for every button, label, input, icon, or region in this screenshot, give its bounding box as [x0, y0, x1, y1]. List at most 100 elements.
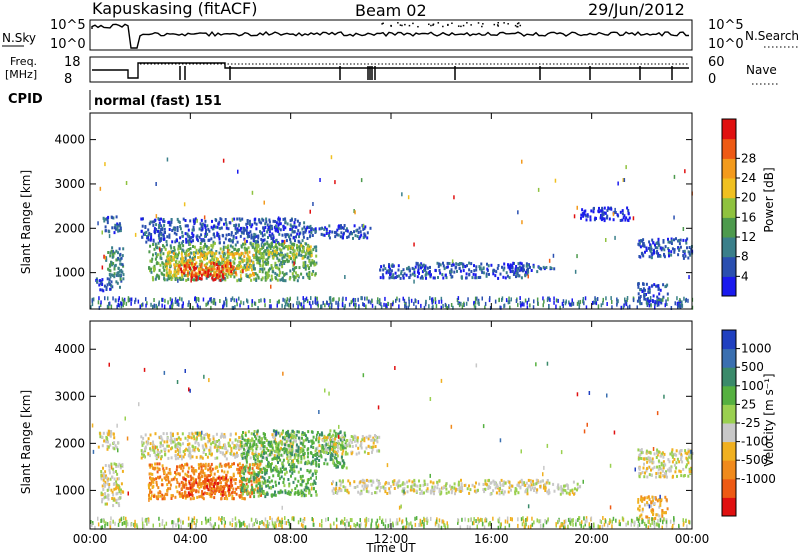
power-cell	[264, 258, 267, 262]
power-cell	[248, 274, 251, 278]
power-cell	[296, 243, 298, 247]
power-cell	[176, 302, 179, 307]
power-cell	[175, 232, 178, 236]
power-cell	[107, 296, 109, 301]
power-cell	[116, 227, 119, 231]
power-cell	[170, 255, 173, 259]
power-cell	[158, 226, 160, 230]
power-cell	[601, 206, 604, 210]
power-cell	[181, 241, 184, 245]
power-cell	[421, 275, 424, 279]
power-cell	[150, 259, 153, 263]
velocity-cell	[265, 471, 268, 475]
velocity-cell	[255, 480, 258, 484]
power-cell	[371, 298, 373, 303]
velocity-cell	[307, 451, 310, 455]
velocity-cell	[161, 493, 163, 497]
power-cell	[203, 239, 206, 243]
power-cell	[622, 305, 624, 310]
power-cell	[300, 272, 303, 276]
power-cell	[257, 261, 260, 264]
velocity-cell	[288, 482, 291, 486]
power-cell	[212, 274, 215, 278]
power-cell	[336, 228, 339, 232]
velocity-cell	[152, 440, 154, 444]
velocity-cell	[155, 454, 158, 457]
velocity-cell	[268, 486, 271, 490]
power-cell	[285, 239, 288, 243]
power-cell	[179, 296, 181, 301]
velocity-cell	[101, 484, 104, 488]
power-cell	[343, 305, 345, 310]
power-cell	[396, 275, 399, 278]
power-cell	[243, 259, 246, 263]
velocity-cell	[196, 495, 199, 499]
velocity-cell	[154, 462, 157, 466]
power-cell	[673, 174, 676, 179]
power-cell	[423, 266, 426, 270]
velocity-cell	[117, 486, 120, 490]
velocity-cell	[300, 489, 303, 493]
velocity-cell	[284, 467, 287, 471]
power-cell	[172, 252, 175, 256]
velocity-cell	[207, 440, 210, 444]
velocity-cell	[289, 451, 292, 455]
power-cell	[411, 272, 414, 276]
velocity-cell	[250, 439, 253, 443]
power-cell	[519, 261, 522, 265]
power-cell	[526, 305, 529, 310]
velocity-cell	[205, 478, 208, 482]
power-cell	[188, 263, 190, 267]
velocity-cell	[531, 486, 534, 490]
velocity-cell	[176, 465, 178, 469]
velocity-cell	[292, 480, 295, 484]
velocity-cell	[192, 445, 195, 449]
power-cell	[452, 305, 454, 310]
power-cell	[600, 209, 603, 213]
power-cell	[153, 220, 156, 224]
velocity-cell	[252, 463, 254, 467]
power-cell	[119, 226, 122, 230]
power-cell	[405, 305, 408, 310]
power-cell	[276, 266, 279, 270]
power-cell	[187, 252, 190, 256]
power-cell	[312, 248, 315, 252]
power-cell	[604, 211, 607, 215]
power-cell	[218, 274, 221, 278]
power-cell	[171, 304, 174, 309]
velocity-cell	[222, 478, 225, 482]
power-cell	[516, 268, 519, 272]
velocity-cell	[314, 453, 317, 456]
power-cell	[284, 259, 286, 263]
power-cell	[207, 251, 210, 255]
nsearch-point	[404, 23, 406, 26]
velocity-cell	[166, 440, 169, 444]
velocity-cell	[253, 491, 256, 495]
power-cell	[259, 230, 261, 234]
power-cell	[258, 262, 261, 266]
velocity-cell	[157, 453, 160, 457]
velocity-cell	[208, 439, 211, 443]
power-cell	[328, 232, 331, 235]
power-cell	[431, 297, 434, 302]
velocity-cell	[242, 446, 245, 450]
power-cell	[625, 165, 627, 170]
power-echo-region	[140, 217, 306, 245]
velocity-cell	[246, 441, 249, 444]
power-cell	[141, 235, 144, 239]
nsearch-point	[381, 23, 383, 25]
velocity-cell	[279, 439, 282, 443]
velocity-cell	[276, 432, 279, 436]
velocity-cell	[170, 447, 172, 451]
power-cell	[272, 238, 275, 242]
velocity-cell	[249, 447, 252, 450]
power-cell	[667, 240, 670, 244]
power-cell	[150, 237, 152, 241]
power-cell	[184, 255, 187, 259]
velocity-cell	[117, 484, 120, 488]
power-cell	[262, 246, 265, 249]
nave-tick-top: 60	[708, 55, 725, 70]
power-cell	[189, 219, 192, 223]
power-cell	[309, 245, 312, 249]
velocity-cell	[255, 484, 258, 488]
